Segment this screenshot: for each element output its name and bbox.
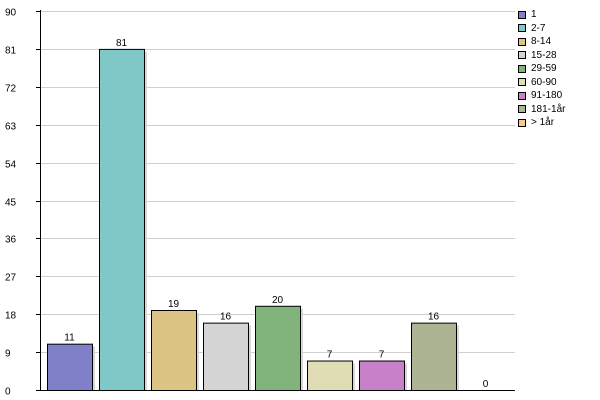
legend-item: 15-28	[518, 49, 565, 63]
legend-label: > 1år	[531, 117, 555, 129]
bar-181-1år	[411, 322, 457, 391]
data-labels: 11 81 19 16 20 7 7 16 0	[64, 38, 488, 390]
legend-item: 1	[518, 8, 565, 22]
legend-item: 8-14	[518, 35, 565, 49]
legend-label: 91-180	[531, 90, 563, 102]
data-label: 7	[327, 350, 333, 361]
y-tick-label: 81	[5, 46, 17, 57]
legend-swatch	[518, 10, 526, 19]
data-label: 16	[428, 312, 440, 323]
legend-label: 2-7	[531, 22, 546, 34]
legend-item: 91-180	[518, 89, 565, 103]
legend-swatch	[518, 37, 526, 46]
legend-swatch	[518, 78, 526, 87]
y-tick-label: 9	[5, 349, 11, 360]
y-tick-label: 0	[5, 387, 11, 398]
data-label: 81	[116, 38, 128, 49]
y-tick-label: 90	[5, 8, 17, 19]
data-label: 16	[220, 312, 232, 323]
y-tick-label: 45	[5, 198, 17, 209]
legend-item: 2-7	[518, 22, 565, 36]
data-label: 19	[168, 299, 180, 310]
legend-swatch	[518, 118, 526, 127]
legend: 1 2-7 8-14 15-28 29-59 60-90 91-180 181-1år > 1å…	[518, 8, 565, 130]
legend-item: 29-59	[518, 62, 565, 76]
data-label: 11	[64, 333, 75, 344]
bar-29-59	[255, 305, 301, 391]
legend-label: 1	[531, 9, 537, 21]
legend-item: 60-90	[518, 76, 565, 90]
bar-60-90	[307, 360, 353, 391]
y-tick-label: 54	[5, 160, 17, 171]
y-tick-label: 63	[5, 122, 17, 133]
y-tick-label: 72	[5, 84, 17, 95]
bar-8-14	[151, 309, 197, 391]
legend-swatch	[518, 51, 526, 60]
legend-label: 181-1år	[531, 103, 566, 115]
y-axis: 0 9 18 27 36 45 54 63 72 81 90	[5, 8, 515, 398]
data-label: 7	[379, 350, 385, 361]
data-label: 0	[483, 379, 489, 390]
legend-label: 8-14	[531, 36, 552, 48]
y-tick-label: 36	[5, 235, 17, 246]
legend-item: 181-1år	[518, 103, 565, 117]
legend-swatch	[518, 24, 526, 33]
bar-91-180	[359, 360, 405, 391]
legend-label: 29-59	[531, 63, 557, 75]
y-tick-label: 27	[5, 273, 17, 284]
bar-15-28	[203, 322, 249, 391]
y-tick-label: 18	[5, 311, 17, 322]
data-label: 20	[272, 295, 284, 306]
bar-1	[47, 343, 93, 391]
bars	[47, 48, 457, 392]
bar-2-7	[99, 48, 145, 392]
legend-label: 60-90	[531, 76, 557, 88]
legend-swatch	[518, 64, 526, 73]
legend-swatch	[518, 105, 526, 114]
legend-swatch	[518, 91, 526, 100]
legend-label: 15-28	[531, 49, 557, 61]
legend-item: > 1år	[518, 116, 565, 130]
